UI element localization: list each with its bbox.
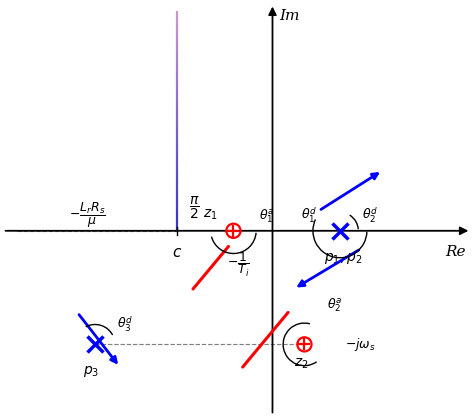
Text: $\theta_1^a$: $\theta_1^a$ bbox=[259, 208, 274, 225]
Text: $z_1$: $z_1$ bbox=[203, 208, 218, 222]
Text: $-\dfrac{1}{T_i}$: $-\dfrac{1}{T_i}$ bbox=[227, 251, 250, 279]
Text: $\dfrac{\pi}{2}$: $\dfrac{\pi}{2}$ bbox=[189, 195, 200, 221]
Text: $-j\omega_s$: $-j\omega_s$ bbox=[345, 336, 376, 353]
Text: Im: Im bbox=[280, 9, 300, 23]
Text: $c$: $c$ bbox=[172, 246, 182, 260]
Text: $-\dfrac{L_r R_s}{\mu}$: $-\dfrac{L_r R_s}{\mu}$ bbox=[70, 201, 107, 230]
Text: $\theta_3^d$: $\theta_3^d$ bbox=[117, 315, 133, 334]
Text: $\theta_1^d$: $\theta_1^d$ bbox=[301, 205, 318, 225]
Text: $p_3$: $p_3$ bbox=[83, 364, 100, 379]
Text: $\theta_2^d$: $\theta_2^d$ bbox=[362, 205, 379, 225]
Text: $\theta_2^a$: $\theta_2^a$ bbox=[327, 297, 343, 314]
Text: $z_2$: $z_2$ bbox=[293, 357, 308, 371]
Text: $p_1, p_2$: $p_1, p_2$ bbox=[324, 251, 363, 266]
Text: Re: Re bbox=[445, 245, 465, 259]
